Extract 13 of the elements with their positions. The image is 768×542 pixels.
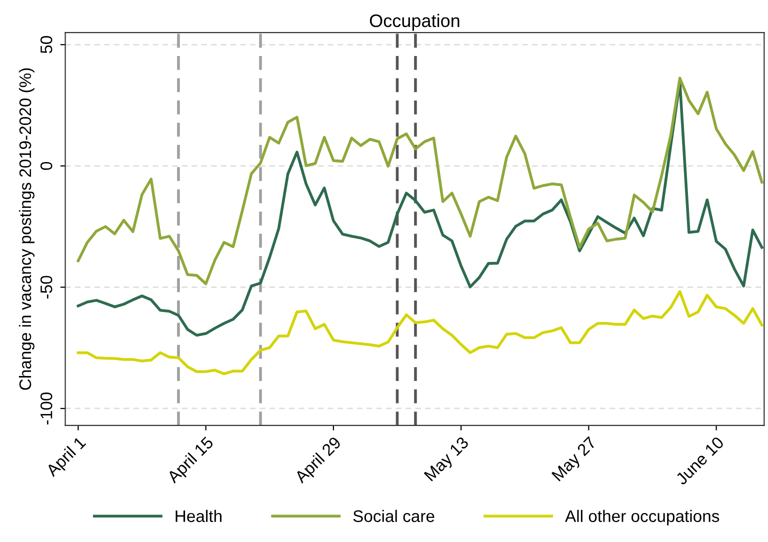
line-series xyxy=(76,76,764,286)
y-tick-label: -100 xyxy=(40,392,52,424)
y-tick-label: 0 xyxy=(40,162,52,170)
legend-label: Health xyxy=(176,510,222,522)
line-series xyxy=(76,290,764,376)
x-tick-label: May 27 xyxy=(551,436,600,484)
y-axis-title: Change in vacancy postings 2019-2020 (%) xyxy=(18,68,34,390)
legend-label: Social care xyxy=(353,510,434,522)
y-tick-label: -50 xyxy=(40,276,52,299)
legend-label: All other occupations xyxy=(565,510,720,526)
chart-title: Occupation xyxy=(370,14,460,31)
y-tick-label: 50 xyxy=(40,36,52,54)
x-tick-label: May 13 xyxy=(424,436,472,484)
